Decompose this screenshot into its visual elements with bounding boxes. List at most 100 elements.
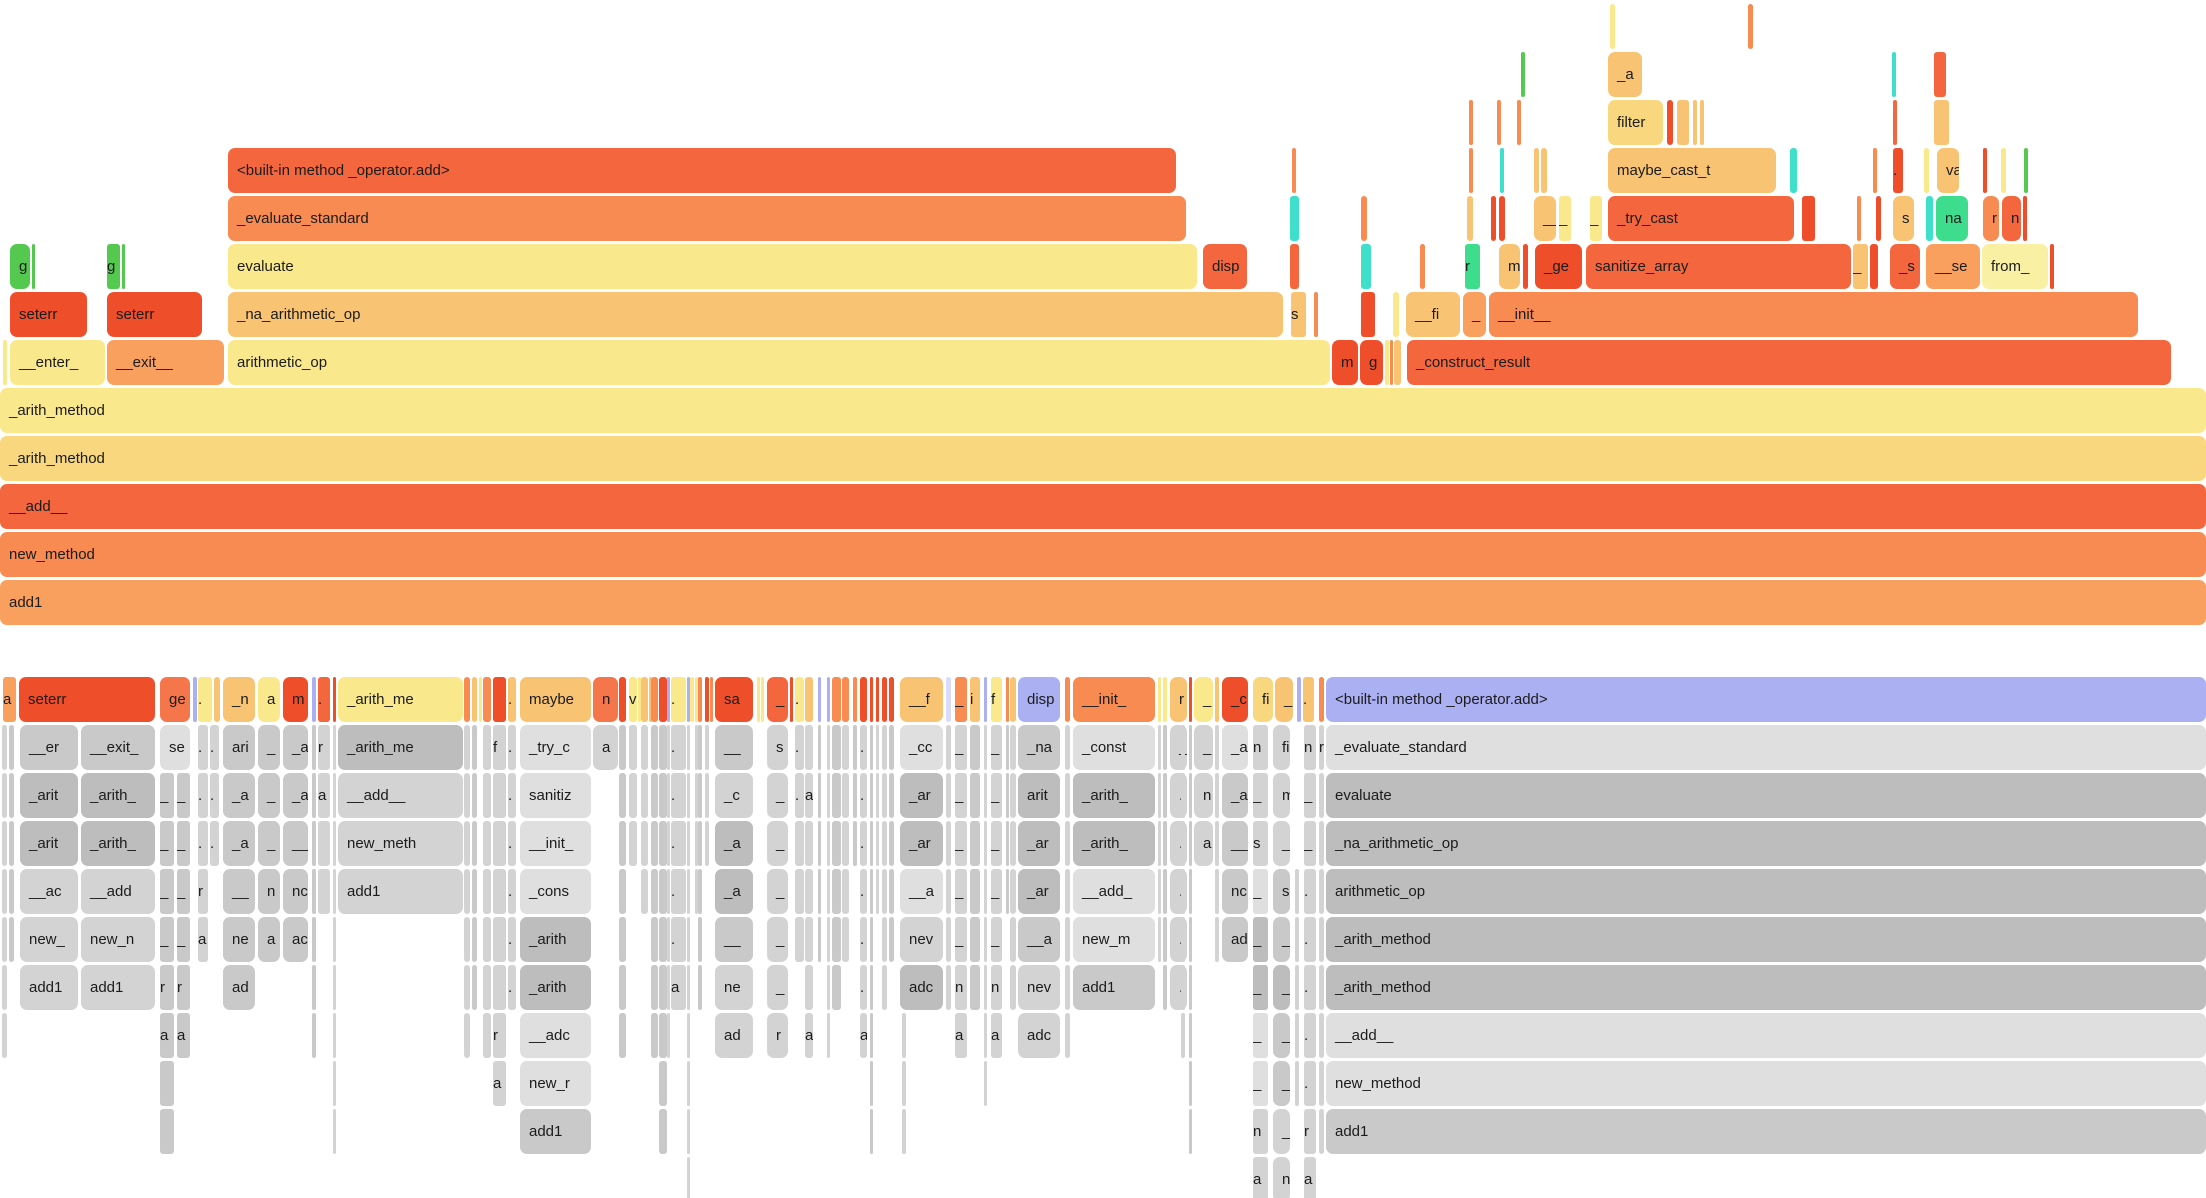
frame-add1[interactable]: add1 <box>81 965 155 1010</box>
frame-add[interactable]: __add__ <box>1326 1013 2206 1058</box>
frame-adc[interactable]: __adc <box>520 1013 591 1058</box>
frame-sliver[interactable] <box>1010 869 1016 914</box>
frame-frame[interactable]: . <box>508 965 516 1010</box>
frame-sliver[interactable] <box>2 869 7 914</box>
frame-sliver[interactable] <box>876 773 879 818</box>
frame-sliver[interactable] <box>970 773 980 818</box>
frame-s[interactable]: _s <box>1890 244 1920 289</box>
frame-r[interactable]: r <box>318 725 330 770</box>
frame-sliver[interactable] <box>698 821 702 866</box>
frame-sliver[interactable] <box>842 677 849 722</box>
frame-sliver[interactable] <box>493 917 506 962</box>
frame-sliver[interactable] <box>946 773 951 818</box>
frame-add1[interactable]: add1 <box>0 580 2206 625</box>
frame-arit[interactable]: _arit <box>20 821 78 866</box>
frame-arith[interactable]: _arith_ <box>1073 821 1155 866</box>
frame-sliver[interactable] <box>1934 52 1946 97</box>
frame-sliver[interactable] <box>472 725 477 770</box>
frame-a[interactable]: a <box>593 725 618 770</box>
frame-na-arithmetic-op[interactable]: _na_arithmetic_op <box>1326 821 2206 866</box>
frame-disp[interactable]: disp <box>1203 244 1247 289</box>
frame-sliver[interactable] <box>970 965 980 1010</box>
frame-sliver[interactable] <box>1215 821 1219 866</box>
frame-sliver[interactable] <box>805 677 813 722</box>
frame-frame[interactable]: _ <box>1253 917 1268 962</box>
frame-sliver[interactable] <box>687 725 690 770</box>
frame-sliver[interactable] <box>698 869 702 914</box>
frame-sliver[interactable] <box>333 773 336 818</box>
frame-sliver[interactable] <box>795 917 804 962</box>
frame-frame[interactable]: _ <box>1194 677 1213 722</box>
frame-frame[interactable]: . <box>1304 1061 1316 1106</box>
frame-sliver[interactable] <box>832 773 841 818</box>
frame-v[interactable]: v <box>629 677 637 722</box>
frame-a[interactable]: a <box>805 773 813 818</box>
frame-sliver[interactable] <box>870 965 873 1010</box>
frame-sliver[interactable] <box>318 821 330 866</box>
frame-exit[interactable]: __exit_ <box>81 725 155 770</box>
frame-ac[interactable]: __ac <box>20 869 78 914</box>
frame-sliver[interactable] <box>876 725 879 770</box>
frame-ar[interactable]: _ar <box>1018 821 1060 866</box>
frame-sliver[interactable] <box>659 1109 667 1154</box>
frame-evaluate[interactable]: evaluate <box>1326 773 2206 818</box>
frame-enter[interactable]: __enter_ <box>10 340 105 385</box>
frame-sliver[interactable] <box>1189 821 1192 866</box>
frame-a[interactable]: a <box>258 677 280 722</box>
frame-sliver[interactable] <box>882 965 887 1010</box>
frame-sliver[interactable] <box>827 869 830 914</box>
frame-sliver[interactable] <box>842 917 849 962</box>
frame-sliver[interactable] <box>698 917 702 962</box>
frame-frame[interactable]: _ <box>1304 821 1316 866</box>
frame-sliver[interactable] <box>1610 4 1615 49</box>
frame-frame[interactable]: . <box>198 677 212 722</box>
frame-sliver[interactable] <box>853 725 857 770</box>
frame-add1[interactable]: add1 <box>1326 1109 2206 1154</box>
frame-sliver[interactable] <box>842 773 849 818</box>
frame-sliver[interactable] <box>984 1013 987 1058</box>
frame-sliver[interactable] <box>1158 725 1161 770</box>
frame-sliver[interactable] <box>1010 917 1016 962</box>
frame-sliver[interactable] <box>1873 148 1877 193</box>
frame-sliver[interactable] <box>1010 677 1016 722</box>
frame-filter[interactable]: filter <box>1608 100 1663 145</box>
frame-frame[interactable]: _ <box>160 773 174 818</box>
frame-sliver[interactable] <box>1491 196 1496 241</box>
frame-arith-method[interactable]: _arith_method <box>0 388 2206 433</box>
frame-sliver[interactable] <box>1189 965 1192 1010</box>
frame-sliver[interactable] <box>629 725 637 770</box>
frame-sliver[interactable] <box>1934 100 1949 145</box>
frame-frame[interactable]: _ <box>1853 244 1868 289</box>
frame-frame[interactable]: _ <box>1273 965 1290 1010</box>
frame-sliver[interactable] <box>805 965 813 1010</box>
frame-sliver[interactable] <box>1158 821 1161 866</box>
frame-frame[interactable]: . <box>508 677 516 722</box>
frame-sliver[interactable] <box>1158 773 1161 818</box>
frame-sliver[interactable] <box>1857 196 1861 241</box>
frame-s[interactable]: s <box>1893 196 1914 241</box>
frame-frame[interactable]: _ <box>991 773 1002 818</box>
frame-sliver[interactable] <box>312 1013 316 1058</box>
frame-sliver[interactable] <box>619 677 626 722</box>
frame-frame[interactable]: . <box>1304 965 1316 1010</box>
frame-sliver[interactable] <box>2 821 7 866</box>
frame-a[interactable]: a <box>160 1013 174 1058</box>
frame-frame[interactable]: . <box>508 869 516 914</box>
frame-sliver[interactable] <box>902 1013 906 1058</box>
frame-sliver[interactable] <box>889 821 894 866</box>
frame-sliver[interactable] <box>946 725 951 770</box>
frame-sliver[interactable] <box>882 725 887 770</box>
frame-sliver[interactable] <box>1926 196 1933 241</box>
frame-sliver[interactable] <box>853 677 857 722</box>
frame-sliver[interactable] <box>818 869 821 914</box>
frame-sliver[interactable] <box>687 1061 690 1106</box>
frame-from[interactable]: from_ <box>1982 244 2048 289</box>
frame-sliver[interactable] <box>889 677 894 722</box>
frame-sliver[interactable] <box>160 1109 174 1154</box>
frame-sliver[interactable] <box>659 773 667 818</box>
frame-a[interactable]: a <box>493 1061 506 1106</box>
frame-sliver[interactable] <box>1893 100 1897 145</box>
frame-frame[interactable]: __ <box>715 917 753 962</box>
frame-sliver[interactable] <box>882 869 887 914</box>
frame-adc[interactable]: adc <box>1018 1013 1060 1058</box>
